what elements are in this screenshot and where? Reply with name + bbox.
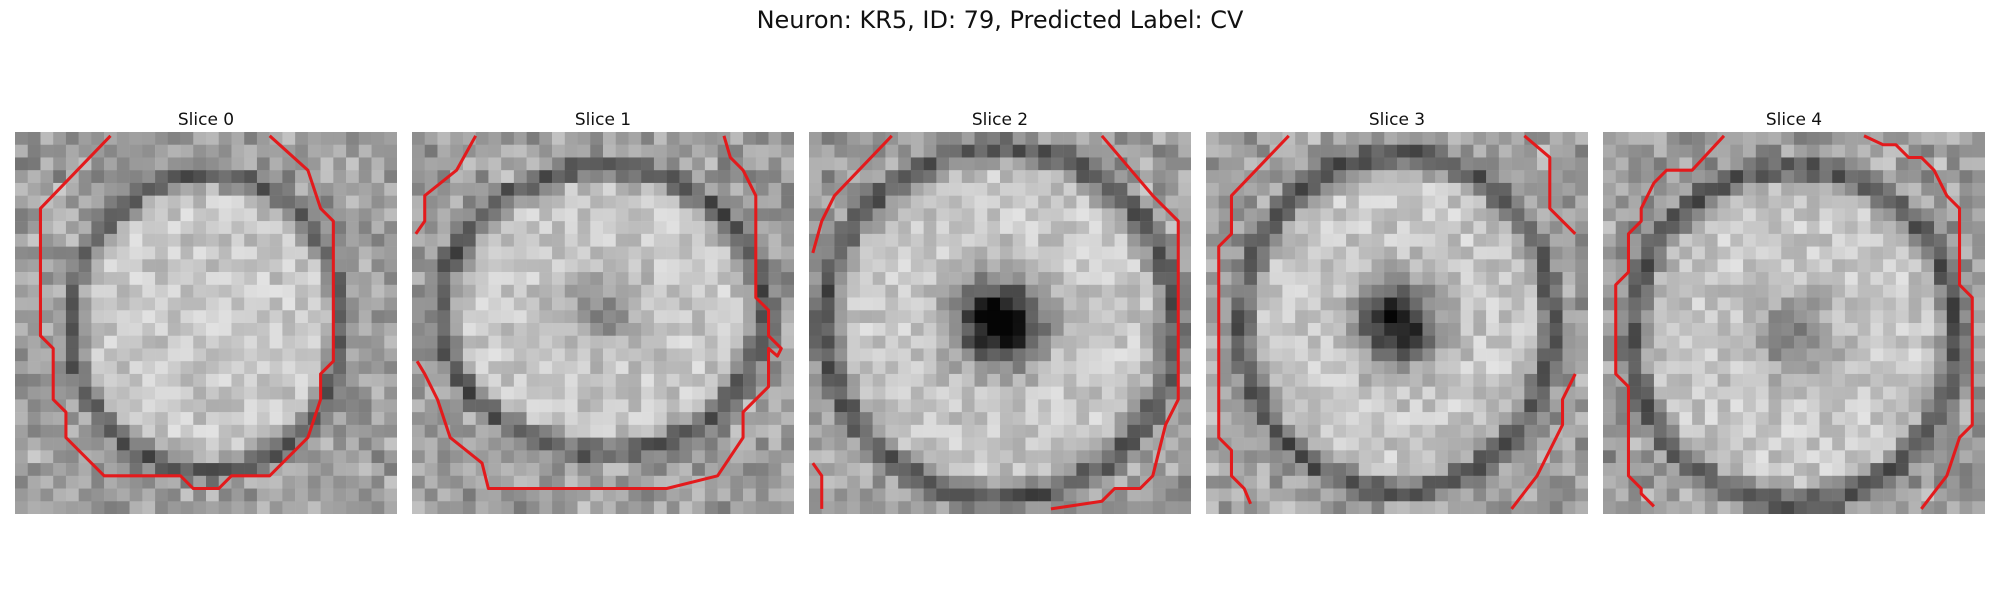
slice-image-3 <box>1206 132 1588 514</box>
slice-image-0 <box>15 132 397 514</box>
slice-title-1: Slice 1 <box>412 110 794 130</box>
slice-title-3: Slice 3 <box>1206 110 1588 130</box>
slice-title-4: Slice 4 <box>1603 110 1985 130</box>
slice-title-0: Slice 0 <box>15 110 397 130</box>
slice-title-2: Slice 2 <box>809 110 1191 130</box>
slice-image-1 <box>412 132 794 514</box>
slice-panel-3: Slice 3 <box>1206 110 1588 518</box>
slice-panel-1: Slice 1 <box>412 110 794 518</box>
slice-panel-4: Slice 4 <box>1603 110 1985 518</box>
slice-panel-0: Slice 0 <box>15 110 397 518</box>
figure-title: Neuron: KR5, ID: 79, Predicted Label: CV <box>0 6 2000 34</box>
slice-panel-2: Slice 2 <box>809 110 1191 518</box>
slice-image-4 <box>1603 132 1985 514</box>
slice-image-2 <box>809 132 1191 514</box>
